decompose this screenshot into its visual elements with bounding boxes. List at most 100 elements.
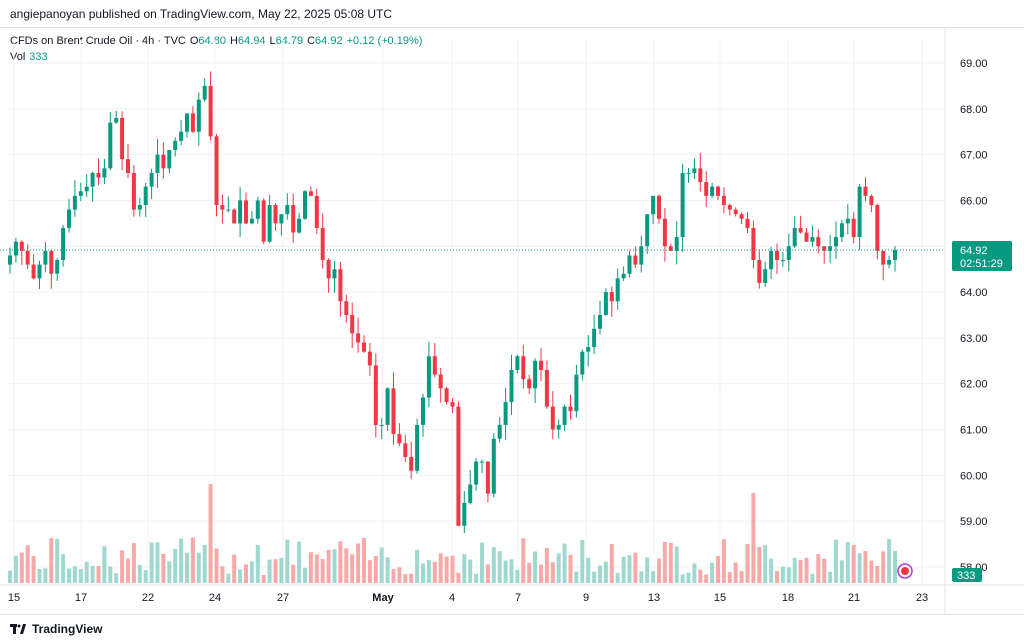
candle (244, 192, 248, 225)
candle (137, 197, 142, 217)
flag-icon[interactable] (897, 563, 913, 579)
x-tick-label: 23 (916, 592, 928, 604)
candle (851, 212, 856, 244)
candle (521, 344, 526, 389)
candle (887, 256, 892, 269)
volume-bar (226, 573, 231, 583)
candle (822, 246, 827, 264)
volume-bar (55, 538, 60, 583)
change-value: +0.12 (+0.19%) (346, 35, 423, 47)
tradingview-logo-icon (10, 623, 26, 634)
volume-bar (185, 552, 189, 583)
candle (609, 286, 614, 317)
candle (338, 261, 343, 317)
volume-bar (96, 566, 101, 583)
candle (645, 214, 650, 255)
candle (491, 433, 496, 498)
volume-bar (279, 557, 284, 583)
candle (332, 261, 337, 293)
candle (185, 113, 189, 138)
symbol-title[interactable]: CFDs on Brent Crude Oil · 4h · TVC (10, 35, 186, 47)
volume-bar (721, 539, 726, 583)
publish-header: angiepanoyan published on TradingView.co… (0, 0, 1024, 28)
volume-bar (869, 560, 874, 583)
high-value: H64.94 (229, 35, 266, 47)
volume-bar (43, 568, 48, 583)
candle (598, 300, 602, 335)
x-tick-label: 15 (8, 592, 20, 604)
candle (727, 203, 732, 216)
volume-bar (851, 544, 856, 583)
volume-bar (509, 559, 514, 583)
candles (8, 71, 897, 534)
candle (397, 423, 402, 446)
candle (179, 119, 184, 146)
candle (72, 180, 77, 217)
volume-bar (456, 572, 461, 583)
volume-bar (238, 569, 243, 583)
volume-bar (544, 548, 549, 583)
candle (680, 163, 685, 252)
ohlc-row: CFDs on Brent Crude Oil · 4h · TVC O64.8… (10, 33, 422, 49)
volume-bar (356, 543, 361, 583)
candle (202, 78, 207, 102)
candle (674, 221, 679, 265)
candle (291, 193, 296, 243)
y-tick-label: 62.00 (960, 379, 988, 391)
volume-bar (568, 554, 573, 583)
x-tick-label: 15 (714, 592, 726, 604)
candle (527, 374, 532, 394)
volume-axis-text: 333 (957, 570, 975, 582)
x-tick-label: 22 (142, 592, 154, 604)
volume-bar (249, 561, 254, 583)
candle (84, 174, 89, 197)
volume-bar (67, 568, 71, 583)
candle (485, 461, 490, 503)
candle (515, 354, 520, 374)
volume-bar (598, 565, 602, 583)
candle (592, 314, 597, 355)
candle (533, 358, 538, 404)
volume-bar (621, 556, 626, 583)
candle (432, 342, 437, 378)
volume-bar (733, 562, 738, 583)
publish-info: angiepanoyan published on TradingView.co… (10, 7, 393, 21)
volume-bar (137, 564, 142, 583)
volume-bar (90, 565, 95, 583)
volume-bar (727, 571, 732, 583)
candle (857, 183, 862, 250)
candle (710, 182, 715, 198)
volume-bar (468, 559, 473, 583)
volume-bar (31, 556, 36, 583)
close-value: C64.92 (307, 35, 343, 47)
volume-bar (202, 544, 207, 583)
candle (367, 342, 372, 376)
candle (692, 158, 697, 179)
candle (173, 137, 178, 157)
volume-bar (373, 555, 378, 583)
volume-bar (875, 565, 880, 583)
volume-bar (603, 561, 608, 583)
candle (61, 224, 66, 267)
volume-bars (8, 484, 897, 583)
candle (786, 233, 791, 272)
candle (415, 418, 420, 474)
volume-bar (344, 548, 349, 583)
candle (37, 260, 42, 290)
volume-bar (763, 545, 768, 583)
candle (226, 196, 231, 213)
candle (503, 387, 508, 441)
candle (8, 247, 12, 274)
volume-bar (497, 551, 502, 583)
volume-bar (426, 559, 431, 583)
volume-bar (503, 560, 508, 583)
candle (863, 177, 868, 202)
volume-bar (61, 554, 66, 583)
volume-bar (710, 562, 715, 583)
volume-bar (893, 550, 897, 583)
volume-bar (291, 564, 296, 583)
candle (751, 220, 756, 269)
candle (462, 490, 467, 534)
x-tick-label: 13 (648, 592, 660, 604)
